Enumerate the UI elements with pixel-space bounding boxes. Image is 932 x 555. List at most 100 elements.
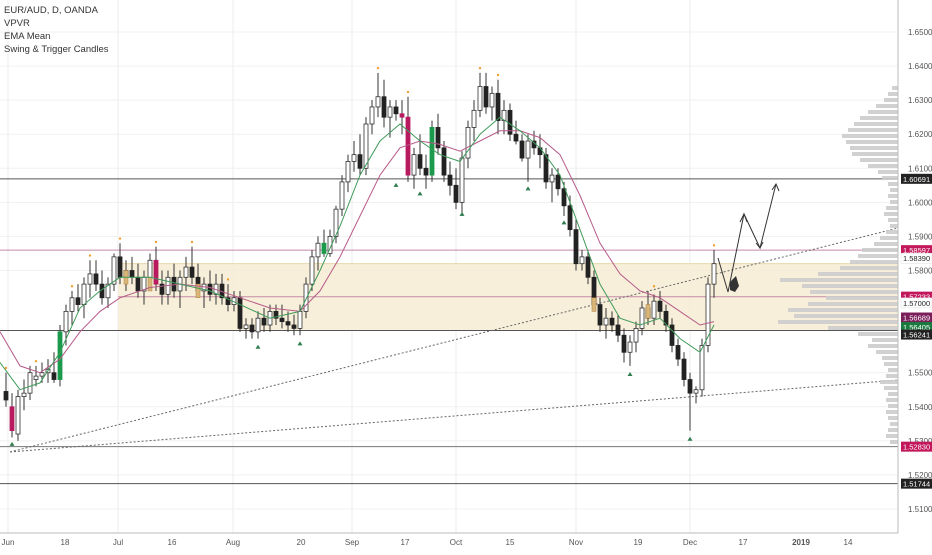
candle — [273, 304, 279, 326]
candle-body — [237, 297, 243, 329]
candle-body — [621, 334, 627, 353]
legend-indicator-ema-mean[interactable]: EMA Mean — [4, 31, 51, 42]
vpvr-volume-bar — [882, 176, 898, 180]
candle — [375, 72, 381, 118]
price-label-text: 1.60691 — [903, 175, 930, 184]
candle-body — [321, 242, 327, 254]
candle — [609, 311, 615, 332]
price-axis-tick-label: 1.52000 — [908, 471, 932, 480]
trigger-candle-marker — [118, 237, 122, 240]
price-axis-tick-label: 1.58000 — [908, 267, 932, 276]
candle-body — [39, 372, 45, 377]
time-axis-tick-label: Nov — [569, 538, 583, 547]
vpvr-volume-bar — [794, 314, 898, 318]
candle-body — [339, 181, 345, 210]
candle — [579, 250, 585, 271]
price-label-tag: 1.58597 — [901, 245, 932, 256]
legend-symbol[interactable]: EUR/AUD, D, OANDA — [4, 5, 98, 16]
time-axis-tick-label: 20 — [297, 538, 306, 547]
candle — [351, 141, 357, 172]
vpvr-volume-bar — [862, 248, 898, 252]
trigger-candle-marker — [478, 66, 482, 70]
trigger-candle-marker — [226, 278, 230, 281]
candle — [681, 352, 687, 387]
candle-body — [429, 127, 435, 176]
vpvr-volume-bar — [850, 146, 898, 150]
candle — [279, 304, 285, 329]
vpvr-volume-bar — [884, 212, 898, 216]
candle-body — [423, 167, 429, 176]
candle-body — [3, 391, 9, 401]
candle-body — [303, 283, 309, 312]
price-axis-tick-label: 1.62000 — [908, 130, 932, 139]
candle — [309, 250, 315, 291]
vpvr-volume-bar — [888, 182, 898, 186]
vpvr-volume-bar — [868, 164, 898, 168]
candle-body — [411, 154, 417, 176]
trigger-candle-marker — [70, 285, 74, 288]
vpvr-volume-bar — [890, 200, 898, 204]
candle — [483, 72, 489, 114]
candle — [633, 321, 639, 353]
candle-body — [705, 283, 711, 346]
candle-body — [351, 154, 357, 162]
vpvr-volume-bar — [854, 122, 898, 126]
candle-body — [657, 300, 663, 312]
candle-body — [483, 86, 489, 108]
candle-body — [603, 317, 609, 326]
candle-body — [81, 283, 87, 305]
candle-body — [27, 372, 33, 394]
vpvr-volume-bar — [876, 350, 898, 354]
vpvr-profile — [778, 86, 898, 444]
vpvr-volume-bar — [886, 374, 898, 378]
candle — [357, 134, 363, 176]
time-axis-tick-label: Aug — [226, 538, 240, 547]
vpvr-volume-bar — [878, 170, 898, 174]
candle-body — [573, 229, 579, 265]
candle — [333, 205, 339, 244]
swing-low-marker — [417, 191, 423, 196]
candle — [513, 120, 519, 145]
vpvr-volume-bar — [808, 302, 898, 306]
candle — [675, 338, 681, 366]
candle — [399, 100, 405, 135]
vpvr-volume-bar — [860, 116, 898, 120]
trigger-candle-marker — [496, 73, 500, 77]
candle-body — [309, 256, 315, 285]
candle-body — [297, 310, 303, 329]
candle — [441, 141, 447, 182]
chart-legend: EUR/AUD, D, OANDA VPVR EMA Mean Swing & … — [4, 4, 109, 56]
trigger-candle-marker — [154, 240, 158, 244]
price-label-background — [900, 297, 932, 309]
candle-body — [495, 92, 501, 121]
candle-body — [9, 406, 15, 432]
candle — [429, 120, 435, 182]
vpvr-volume-bar — [886, 410, 898, 414]
time-axis-tick-label: 2019 — [792, 538, 810, 547]
vpvr-volume-bar — [780, 278, 898, 282]
vpvr-volume-bar — [890, 224, 898, 228]
candle-body — [627, 341, 633, 353]
candle-body — [69, 297, 75, 312]
candle-body — [669, 324, 675, 346]
price-label-text: 1.57233 — [903, 293, 930, 302]
legend-indicator-vpvr[interactable]: VPVR — [4, 18, 30, 29]
candle — [585, 250, 591, 285]
price-axis-tick-label: 1.60000 — [908, 198, 932, 207]
candle-body — [57, 331, 63, 380]
time-axis-tick-label: 14 — [844, 538, 853, 547]
candle-body — [537, 147, 543, 156]
candle — [561, 181, 567, 216]
forecast-arrowhead — [755, 241, 764, 249]
vpvr-volume-bar — [888, 404, 898, 408]
candle-body — [699, 345, 705, 391]
legend-indicator-swing-trigger[interactable]: Swing & Trigger Candles — [4, 44, 109, 55]
candle-body — [285, 321, 291, 326]
vpvr-volume-bar — [828, 326, 898, 330]
candle-body — [183, 266, 189, 278]
candle-body — [525, 140, 531, 159]
candle-body — [405, 116, 411, 176]
candle — [255, 311, 261, 339]
